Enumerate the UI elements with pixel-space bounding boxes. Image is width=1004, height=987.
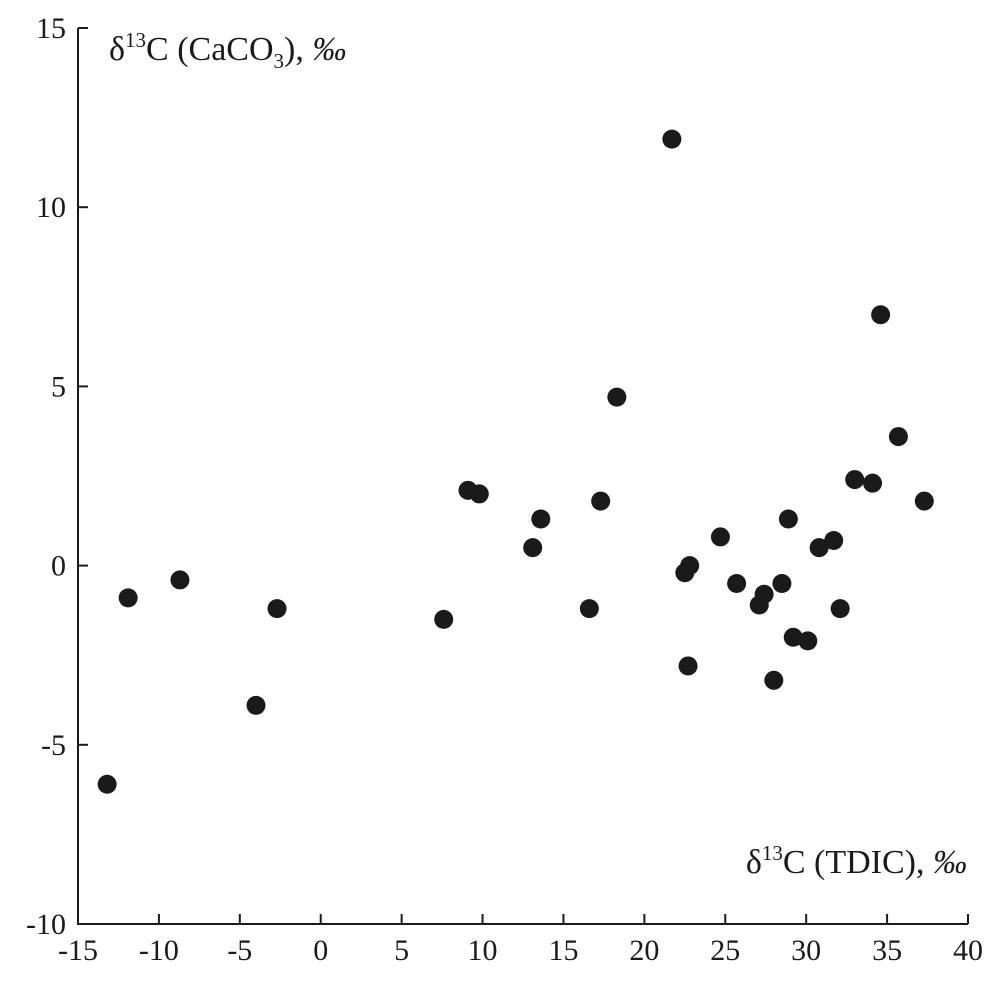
data-point [662,129,682,149]
data-point [764,670,784,690]
data-point [607,387,627,407]
data-point [97,774,117,794]
data-point [680,556,700,576]
data-point [591,491,611,511]
data-point [830,599,850,619]
y-tick-label: 5 [51,370,66,403]
x-tick-label: -15 [58,934,98,967]
x-tick-label: -10 [139,934,179,967]
data-point [469,484,489,504]
x-ticks: -15 -10 -5 0 5 10 15 20 25 30 35 40 [58,914,983,967]
x-tick-label: 20 [629,934,659,967]
x-tick-label: 10 [468,934,498,967]
data-point [888,427,908,447]
y-tick-label: 10 [36,191,66,224]
y-tick-label: -5 [41,729,66,762]
x-tick-label: -5 [227,934,252,967]
data-point [118,588,138,608]
y-tick-label: 15 [36,12,66,45]
data-point [871,305,891,325]
data-point [824,531,844,551]
data-point [754,584,774,604]
data-point [783,627,803,647]
y-ticks: -10 -5 0 5 10 15 [26,12,88,941]
data-point [523,538,543,558]
x-axis-title: δ13C (TDIC), ‰ [746,841,967,881]
y-axis-title: δ13C (CaCO3), ‰ [109,28,346,73]
x-tick-label: 0 [313,934,328,967]
y-tick-label: -10 [26,908,66,941]
x-tick-label: 25 [710,934,740,967]
data-point [845,470,865,490]
data-point [778,509,798,529]
x-tick-label: 5 [394,934,409,967]
data-point [246,695,266,715]
data-point [678,656,698,676]
data-point [809,538,829,558]
x-tick-label: 30 [791,934,821,967]
x-tick-label: 35 [872,934,902,967]
data-point [434,609,454,629]
data-point [772,574,792,594]
y-tick-label: 0 [51,550,66,583]
data-point [170,570,190,590]
x-tick-label: 15 [548,934,578,967]
data-point [914,491,934,511]
data-point [710,527,730,547]
data-point [267,599,287,619]
data-point [798,631,818,651]
data-points [97,129,934,794]
data-point [863,473,883,493]
axes [77,28,968,925]
data-point [727,574,747,594]
data-point [531,509,551,529]
x-tick-label: 40 [953,934,983,967]
data-point [579,599,599,619]
